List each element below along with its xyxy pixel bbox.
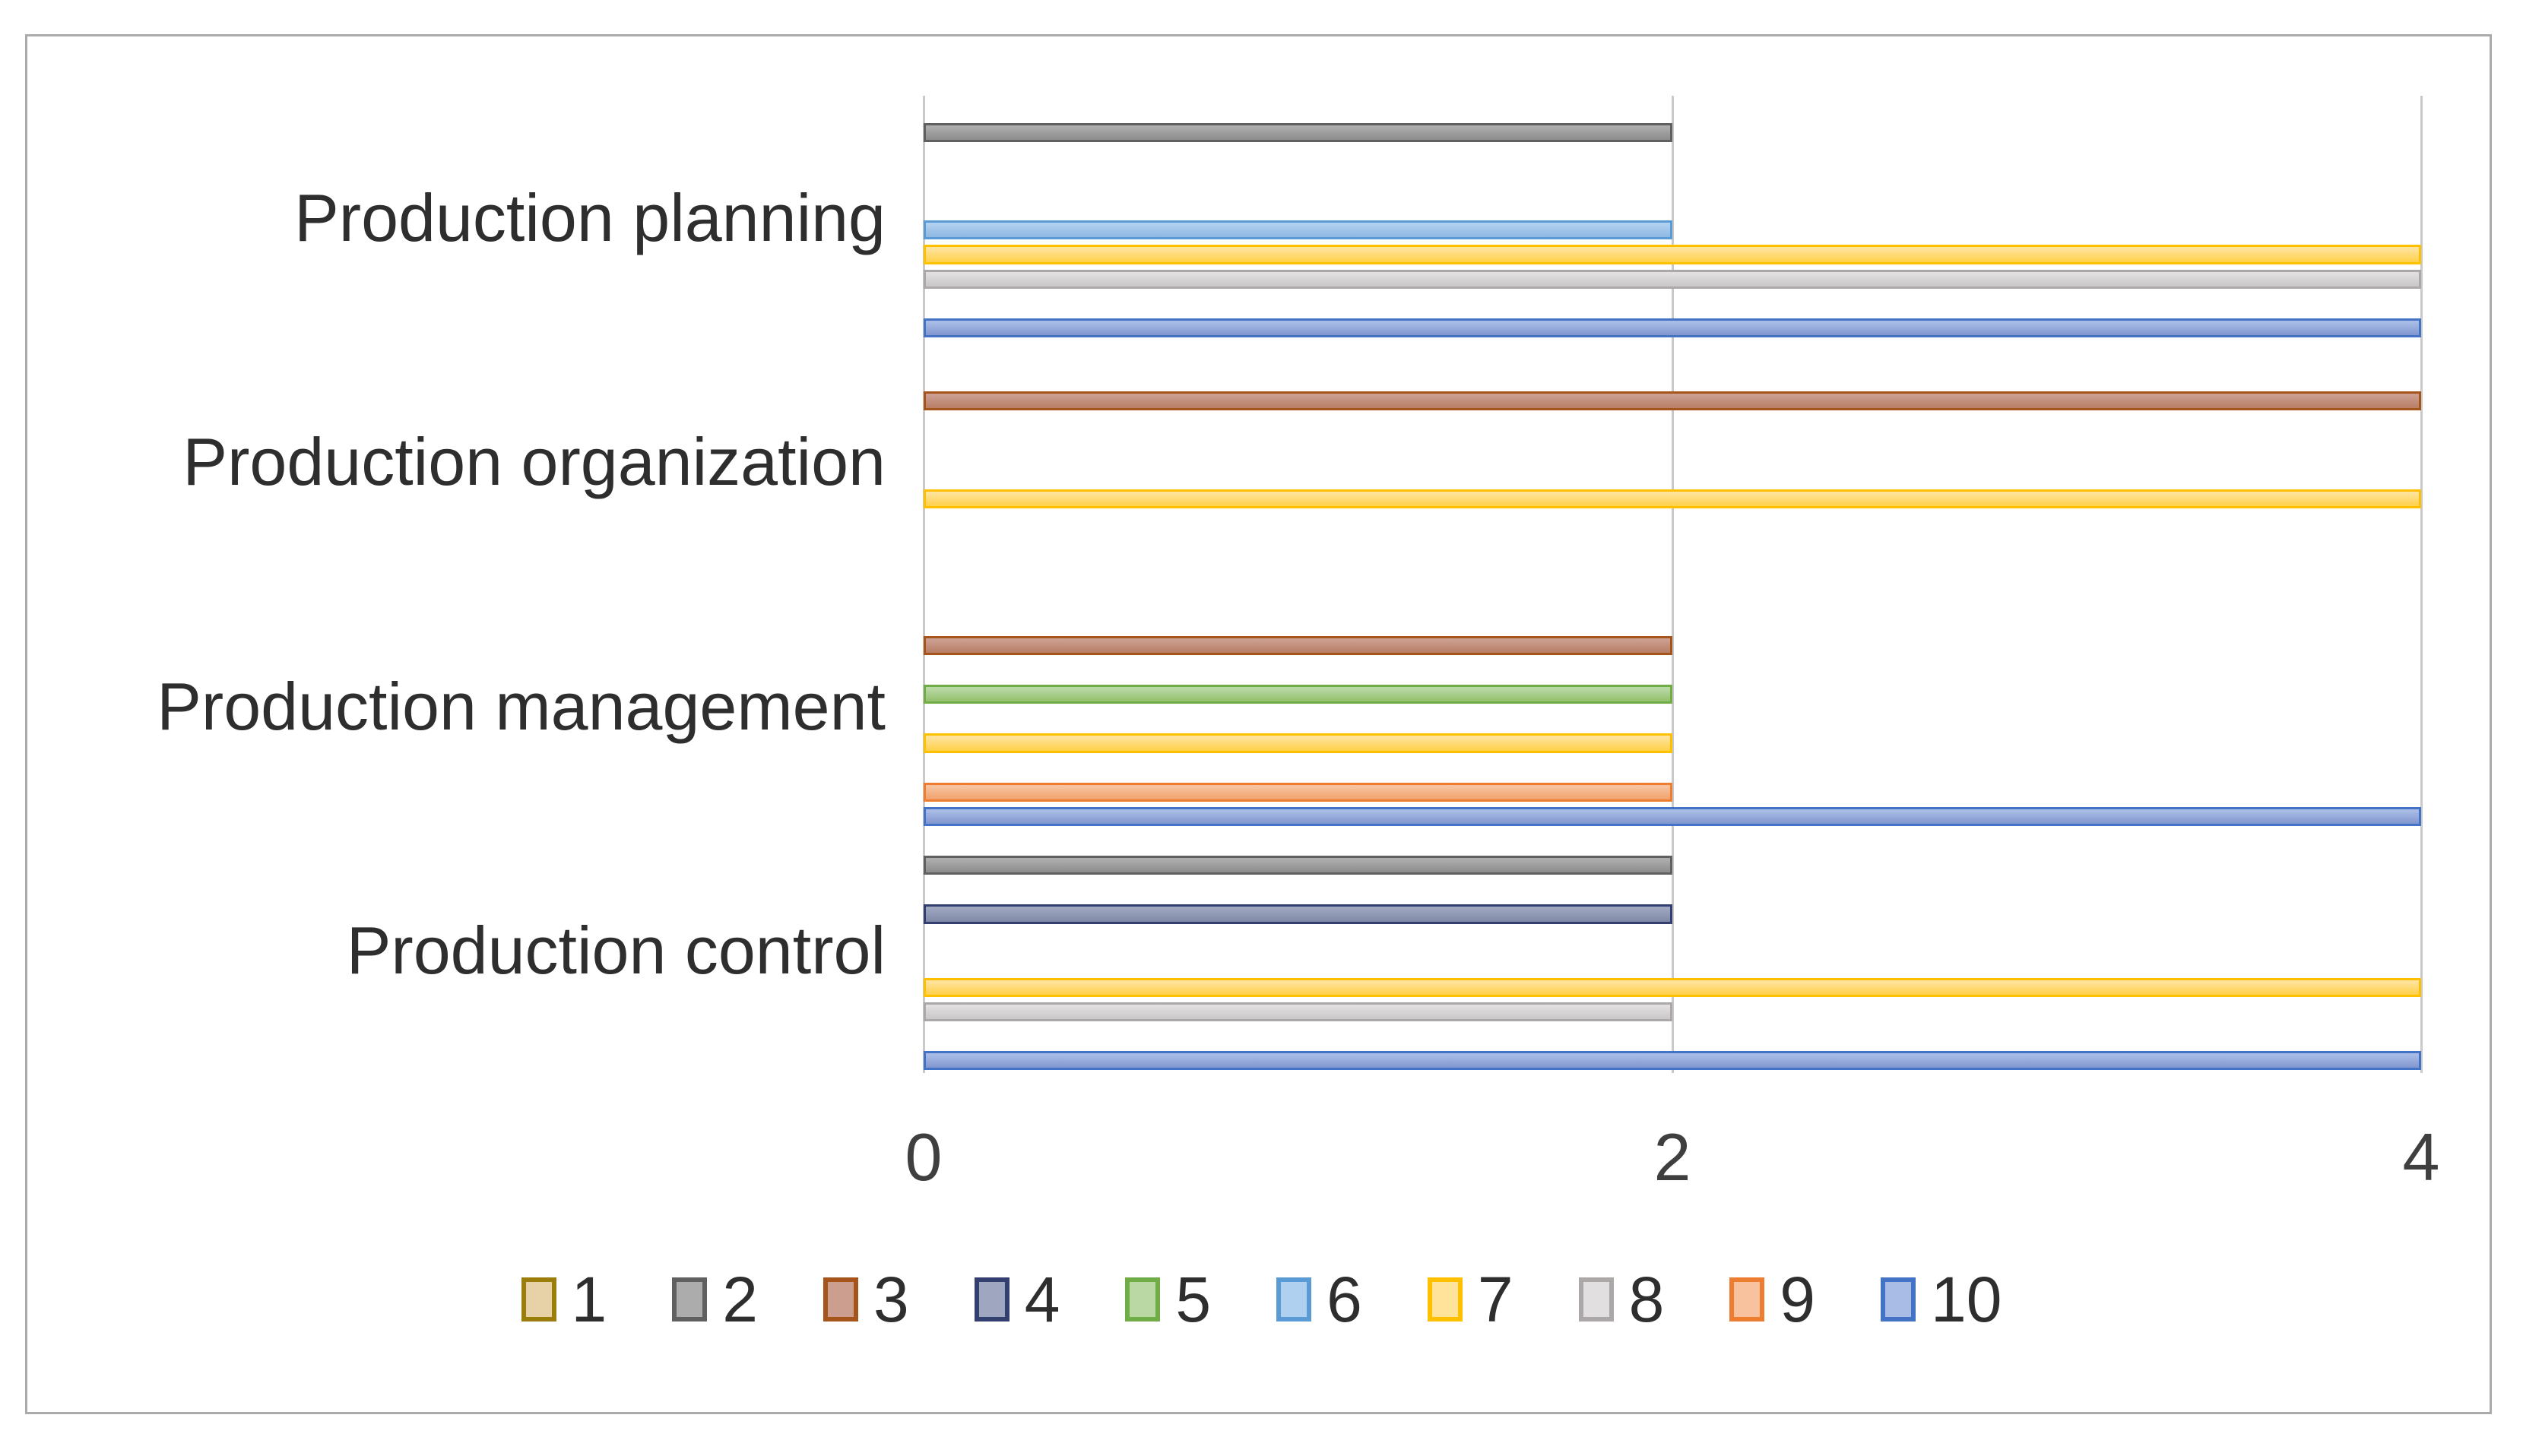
bar-3-production-management bbox=[924, 635, 1672, 655]
legend-label-5: 5 bbox=[1175, 1264, 1212, 1335]
bar-7-production-organization bbox=[924, 489, 2421, 509]
bar-10-production-control bbox=[924, 1051, 2421, 1071]
legend-label-7: 7 bbox=[1477, 1264, 1513, 1335]
legend-swatch-10 bbox=[1881, 1277, 1916, 1321]
bar-2-production-control bbox=[924, 856, 1672, 875]
x-tick-label-4: 4 bbox=[2402, 1119, 2440, 1195]
bar-3-production-organization bbox=[924, 391, 2421, 411]
legend-swatch-2 bbox=[672, 1277, 708, 1321]
legend-item-1: 1 bbox=[521, 1268, 607, 1331]
legend-swatch-3 bbox=[823, 1277, 858, 1321]
bar-9-production-management bbox=[924, 782, 1672, 802]
legend-label-8: 8 bbox=[1628, 1264, 1665, 1335]
bar-7-production-management bbox=[924, 733, 1672, 753]
bar-10-production-planning bbox=[924, 318, 2421, 337]
category-label-production-management: Production management bbox=[157, 668, 886, 744]
legend-label-1: 1 bbox=[571, 1264, 607, 1335]
legend-item-3: 3 bbox=[823, 1268, 909, 1331]
bar-2-production-planning bbox=[924, 122, 1672, 142]
legend-item-2: 2 bbox=[672, 1268, 758, 1331]
bar-10-production-management bbox=[924, 806, 2421, 826]
bar-7-production-control bbox=[924, 977, 2421, 998]
bar-6-production-planning bbox=[924, 220, 1672, 240]
bar-8-production-planning bbox=[924, 269, 2421, 289]
bar-8-production-control bbox=[924, 1002, 1672, 1022]
legend-label-4: 4 bbox=[1024, 1264, 1060, 1335]
legend: 1 2 3 4 5 6 7 8 9 10 bbox=[0, 1268, 2523, 1331]
legend-item-9: 9 bbox=[1729, 1268, 1815, 1331]
legend-item-10: 10 bbox=[1881, 1268, 2002, 1331]
bar-7-production-planning bbox=[924, 245, 2421, 264]
legend-swatch-9 bbox=[1729, 1277, 1765, 1321]
legend-label-2: 2 bbox=[722, 1264, 758, 1335]
figure-border bbox=[25, 34, 2492, 1414]
bar-5-production-management bbox=[924, 685, 1672, 704]
legend-item-4: 4 bbox=[974, 1264, 1060, 1335]
category-label-production-control: Production control bbox=[346, 913, 886, 989]
legend-swatch-4 bbox=[974, 1277, 1010, 1321]
gridline-x-4 bbox=[2420, 96, 2423, 1073]
legend-swatch-7 bbox=[1427, 1277, 1463, 1321]
legend-label-3: 3 bbox=[873, 1264, 909, 1335]
legend-item-8: 8 bbox=[1578, 1264, 1665, 1335]
legend-label-9: 9 bbox=[1780, 1264, 1816, 1335]
legend-swatch-6 bbox=[1276, 1277, 1312, 1321]
legend-swatch-5 bbox=[1125, 1277, 1161, 1321]
legend-label-10: 10 bbox=[1931, 1264, 2002, 1335]
gridline-x-0 bbox=[922, 96, 925, 1073]
legend-swatch-8 bbox=[1578, 1277, 1614, 1321]
category-label-production-planning: Production planning bbox=[294, 179, 886, 255]
legend-label-6: 6 bbox=[1326, 1264, 1362, 1335]
legend-swatch-1 bbox=[521, 1277, 556, 1321]
legend-item-5: 5 bbox=[1125, 1268, 1211, 1331]
x-tick-label-0: 0 bbox=[905, 1119, 943, 1195]
bar-4-production-control bbox=[924, 904, 1672, 924]
gridline-x-2 bbox=[1671, 96, 1674, 1073]
legend-item-7: 7 bbox=[1427, 1264, 1513, 1335]
legend-item-6: 6 bbox=[1276, 1268, 1362, 1331]
x-tick-label-2: 2 bbox=[1653, 1119, 1691, 1195]
category-label-production-organization: Production organization bbox=[182, 424, 886, 500]
